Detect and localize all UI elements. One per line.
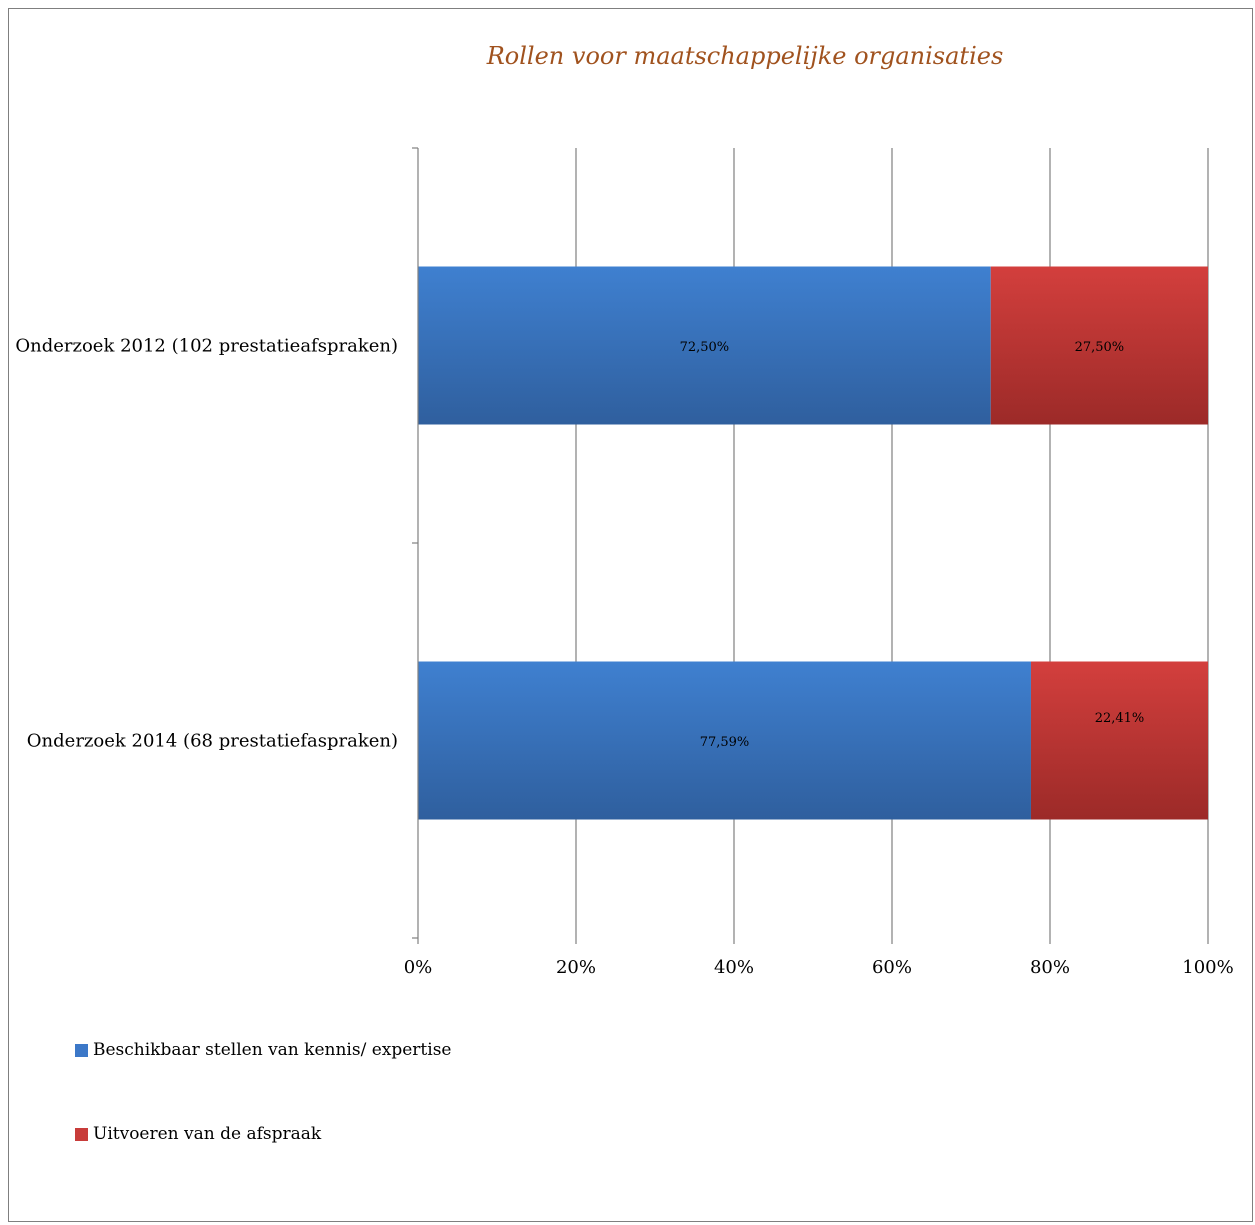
data-label: 72,50% [680,340,730,355]
x-tick-label: 0% [404,957,433,978]
data-label: 22,41% [1095,711,1145,726]
x-tick-label: 40% [714,957,754,978]
category-label: Onderzoek 2014 (68 prestatiefaspraken) [26,730,398,751]
legend-item: Beschikbaar stellen van kennis/ expertis… [75,1040,452,1060]
legend-label: Beschikbaar stellen van kennis/ expertis… [93,1040,452,1060]
bar-segment [1030,661,1208,820]
bar-segment [418,661,1031,820]
bar-segment [418,266,991,425]
data-label: 27,50% [1075,340,1125,355]
legend-swatch [75,1127,88,1141]
legend-item: Uitvoeren van de afspraak [75,1124,321,1144]
chart-title: Rollen voor maatschappelijke organisatie… [486,42,1004,70]
x-tick-label: 100% [1182,957,1233,978]
x-tick-label: 80% [1030,957,1070,978]
bar-segment [990,266,1208,425]
legend-label: Uitvoeren van de afspraak [93,1124,322,1144]
chart-frame [8,8,1253,1222]
data-label: 77,59% [700,735,750,750]
x-tick-label: 60% [872,957,912,978]
x-tick-label: 20% [556,957,596,978]
legend-swatch [75,1043,88,1057]
category-label: Onderzoek 2012 (102 prestatieafspraken) [15,335,398,356]
